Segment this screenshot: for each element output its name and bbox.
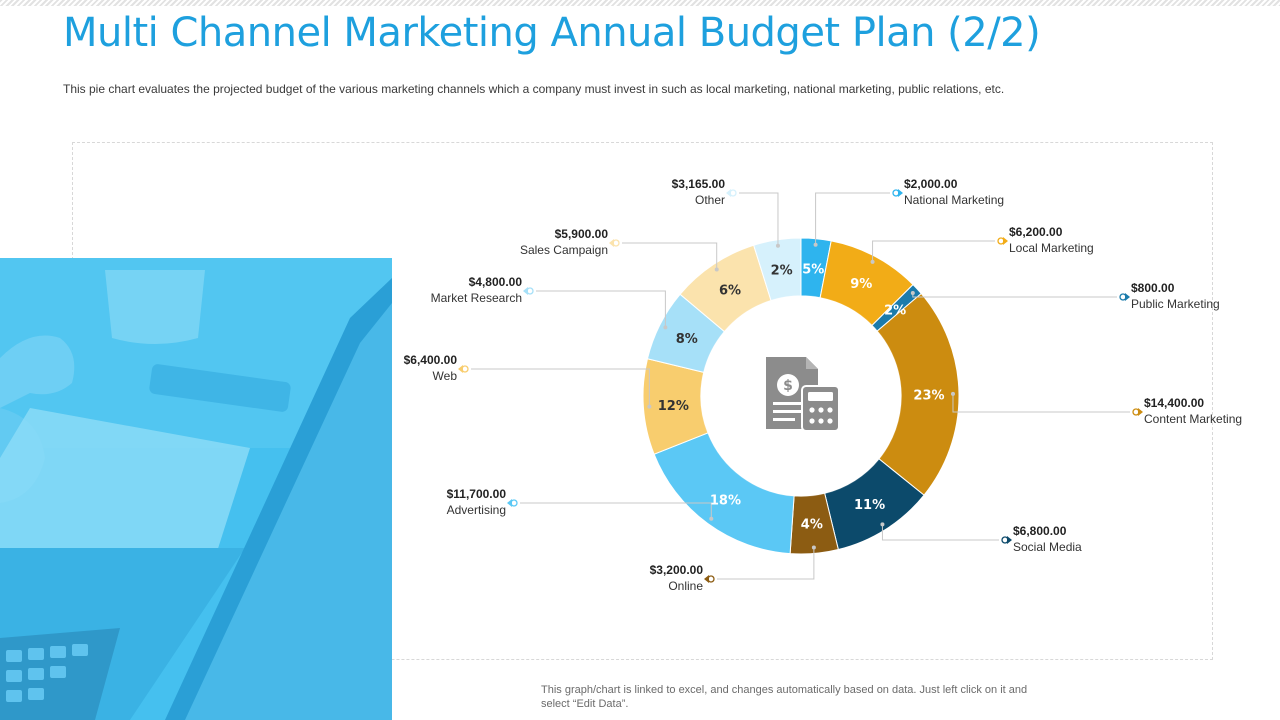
- value-label-web: $6,400.00: [404, 353, 458, 367]
- percent-label-social-media: 11%: [854, 498, 885, 513]
- leader-line-online: [717, 547, 815, 580]
- percent-label-web: 12%: [658, 399, 689, 414]
- leader-line-web: [471, 368, 650, 407]
- value-label-sales-campaign: $5,900.00: [555, 227, 609, 241]
- leader-dot-web: [647, 404, 652, 409]
- leader-dot-advertising: [709, 516, 714, 521]
- value-label-local-marketing: $6,200.00: [1009, 225, 1063, 239]
- value-label-public-marketing: $800.00: [1131, 281, 1175, 295]
- percent-label-national-marketing: 5%: [802, 263, 824, 278]
- percent-label-public-marketing: 2%: [884, 303, 906, 318]
- leader-dot-local-marketing: [870, 259, 875, 264]
- name-label-social-media: Social Media: [1013, 540, 1082, 554]
- svg-text:$: $: [783, 378, 793, 394]
- footnote: This graph/chart is linked to excel, and…: [541, 684, 1028, 710]
- percent-label-local-marketing: 9%: [850, 277, 872, 292]
- leader-line-other: [739, 192, 779, 246]
- value-label-social-media: $6,800.00: [1013, 524, 1067, 538]
- leader-line-national-marketing: [815, 192, 890, 245]
- budget-document-calculator-icon: $: [766, 357, 840, 432]
- leader-dot-national-marketing: [813, 242, 818, 247]
- leader-line-content-marketing: [952, 393, 1130, 413]
- name-label-local-marketing: Local Marketing: [1009, 241, 1094, 255]
- label-arrow-online: [704, 575, 709, 583]
- label-arrow-public-marketing: [1125, 293, 1130, 301]
- percent-label-content-marketing: 23%: [913, 388, 944, 403]
- value-label-online: $3,200.00: [650, 563, 704, 577]
- label-arrow-content-marketing: [1138, 408, 1143, 416]
- label-arrow-local-marketing: [1003, 237, 1008, 245]
- leader-line-market-research: [536, 290, 666, 328]
- top-hatch-border: [0, 0, 1280, 6]
- slice-labels: $2,000.00 National Marketing $6,200.00 Loca…: [404, 177, 1242, 593]
- leader-dot-sales-campaign: [714, 267, 719, 272]
- laptop-desk-photo: [0, 258, 392, 720]
- label-arrow-advertising: [507, 499, 512, 507]
- label-arrow-national-marketing: [898, 189, 903, 197]
- value-label-market-research: $4,800.00: [469, 275, 523, 289]
- name-label-other: Other: [695, 193, 725, 207]
- leader-dot-online: [811, 545, 816, 550]
- name-label-web: Web: [433, 369, 458, 383]
- page-subtitle: This pie chart evaluates the projected b…: [63, 82, 1005, 96]
- leader-dot-market-research: [663, 325, 668, 330]
- name-label-advertising: Advertising: [447, 503, 506, 517]
- percent-label-advertising: 18%: [710, 493, 741, 508]
- value-label-advertising: $11,700.00: [447, 487, 507, 501]
- value-label-content-marketing: $14,400.00: [1144, 396, 1204, 410]
- leader-lines: [458, 189, 1143, 583]
- name-label-online: Online: [668, 579, 703, 593]
- label-arrow-market-research: [523, 287, 528, 295]
- leader-dot-social-media: [880, 522, 885, 527]
- label-arrow-other: [726, 189, 731, 197]
- leader-line-advertising: [520, 502, 712, 519]
- leader-line-sales-campaign: [622, 242, 718, 270]
- photo-image: [0, 258, 392, 720]
- donut-slices: [642, 237, 960, 555]
- page-title: Multi Channel Marketing Annual Budget Pl…: [63, 10, 1041, 56]
- percent-label-other: 2%: [771, 263, 793, 278]
- leader-dot-public-marketing: [910, 291, 915, 296]
- name-label-national-marketing: National Marketing: [904, 193, 1004, 207]
- name-label-public-marketing: Public Marketing: [1131, 297, 1220, 311]
- label-arrow-web: [458, 365, 463, 373]
- leader-dot-content-marketing: [950, 391, 955, 396]
- label-arrow-social-media: [1007, 536, 1012, 544]
- value-label-other: $3,165.00: [672, 177, 726, 191]
- leader-line-public-marketing: [912, 293, 1117, 298]
- value-label-national-marketing: $2,000.00: [904, 177, 958, 191]
- percent-labels: 5% 9% 2% 23% 11% 4% 18% 12% 8% 6% 2%: [658, 263, 945, 533]
- leader-dot-other: [775, 243, 780, 248]
- percent-label-online: 4%: [801, 518, 823, 533]
- leader-line-social-media: [881, 524, 999, 541]
- name-label-content-marketing: Content Marketing: [1144, 412, 1242, 426]
- percent-label-market-research: 8%: [676, 332, 698, 347]
- name-label-sales-campaign: Sales Campaign: [520, 243, 608, 257]
- name-label-market-research: Market Research: [431, 291, 522, 305]
- leader-line-local-marketing: [872, 240, 995, 262]
- label-arrow-sales-campaign: [609, 239, 614, 247]
- percent-label-sales-campaign: 6%: [719, 283, 741, 298]
